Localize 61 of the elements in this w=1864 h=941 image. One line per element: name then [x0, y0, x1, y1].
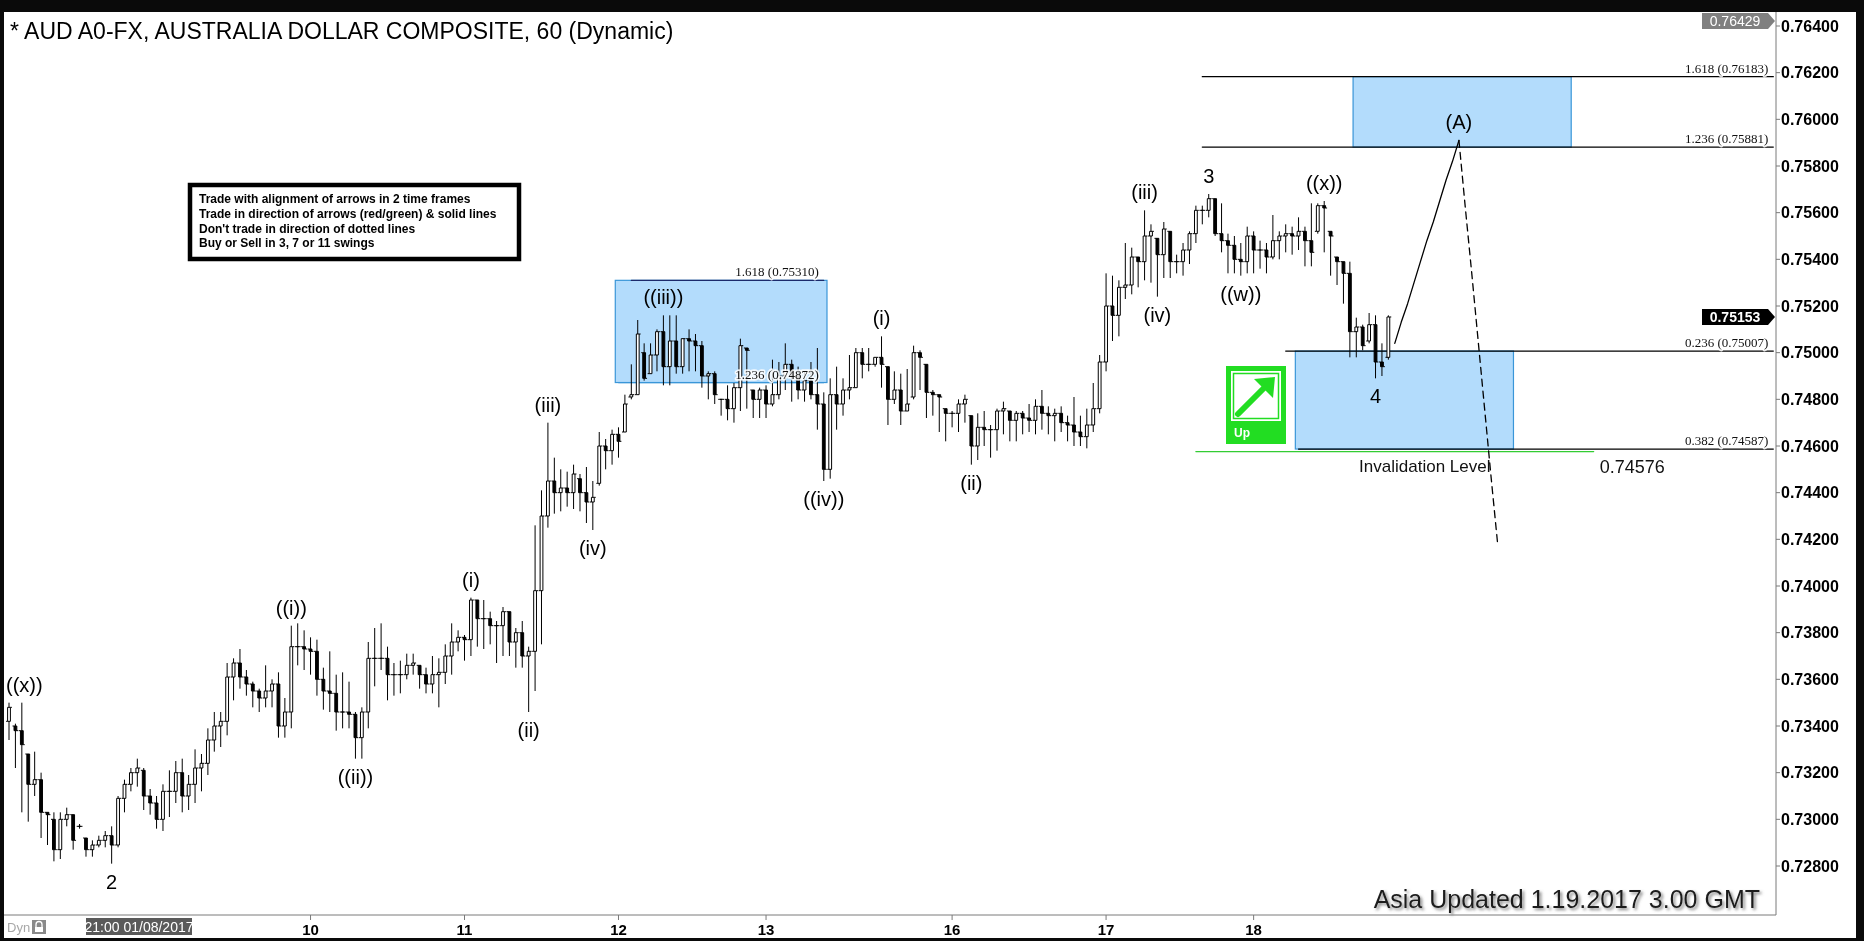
annotation: Asia Updated 1.19.2017 3.00 GMT	[1373, 885, 1760, 913]
annotation: ((x))	[1305, 172, 1343, 194]
data-label: 0.74576	[1599, 456, 1665, 477]
annotation: (ii)	[960, 471, 983, 494]
y-tick-label: 0.72800	[1781, 857, 1839, 875]
y-tick-label: 0.74400	[1781, 484, 1839, 502]
series-label: Invalidation Level	[1359, 456, 1491, 476]
x-tick-label: 13	[757, 920, 775, 938]
annotation: 0.75153	[1709, 308, 1761, 325]
annotation: 2	[106, 870, 118, 893]
y-tick-label: 0.74000	[1781, 577, 1839, 595]
y-tick-label: 0.76200	[1781, 64, 1839, 82]
annotation: (i)	[462, 568, 480, 591]
annotation: 3	[1203, 165, 1215, 187]
annotation: 0.76429	[1709, 13, 1761, 29]
x-tick-label: 12	[610, 920, 627, 938]
y-tick-label: 0.74600	[1781, 437, 1839, 455]
y-tick-label: 0.74800	[1781, 390, 1839, 408]
annotation: (iii)	[534, 393, 562, 416]
annotation: (iii)	[1131, 181, 1158, 204]
chart-title: * AUD A0-FX, AUSTRALIA DOLLAR COMPOSITE, 60 (Dynamic)	[10, 18, 674, 44]
annotation: Trade with alignment of arrows in 2 time frames Trade in direction of arrows (red/green) & solid lines Don't trade in direction of dotted lines Buy or Sell in 3, 7 or 11 swings	[199, 192, 497, 251]
y-tick-label: 0.75800	[1781, 157, 1839, 175]
annotation: (A)	[1445, 111, 1473, 134]
y-tick-label: 0.75400	[1781, 250, 1839, 268]
annotation: (ii)	[517, 719, 540, 741]
y-tick-label: 0.73000	[1781, 810, 1839, 828]
y-tick-label: 0.73400	[1781, 717, 1839, 735]
y-tick-label: 0.73200	[1781, 764, 1839, 782]
annotation: (i)	[872, 307, 891, 330]
x-tick-label: 17	[1097, 920, 1115, 938]
annotation: Up	[1234, 426, 1250, 440]
series-label: 1.618 (0.75310)	[735, 264, 819, 280]
x-tick-label: 10	[302, 920, 319, 938]
x-tick-label: 18	[1245, 920, 1262, 938]
x-tick-label: 16	[943, 920, 961, 938]
annotation: ((i))	[275, 596, 307, 619]
series-label: 0.236 (0.75007)	[1684, 335, 1769, 351]
annotation: ((w))	[1220, 282, 1262, 305]
candlestick	[1327, 230, 1335, 277]
annotation: (iv)	[1143, 303, 1172, 326]
y-tick-label: 0.76000	[1781, 110, 1839, 128]
y-tick-label: 0.73600	[1781, 670, 1839, 688]
series-label: 1.618 (0.76183)	[1684, 60, 1769, 76]
annotation: ((x))	[6, 673, 43, 696]
y-tick-label: 0.74200	[1781, 530, 1839, 548]
x-tick-label: 11	[456, 920, 473, 938]
y-tick-label: 0.73800	[1781, 624, 1839, 642]
y-tick-label: 0.75000	[1781, 344, 1839, 362]
candlestick	[621, 394, 629, 433]
annotation: 4	[1369, 385, 1382, 408]
annotation: ((iii))	[643, 286, 684, 309]
text: Dyn	[7, 919, 31, 935]
series-label: 1.236 (0.75881)	[1684, 131, 1769, 147]
annotation: ((iv))	[803, 488, 845, 510]
y-tick-label: 0.75600	[1781, 204, 1839, 222]
annotation: (iv)	[578, 537, 607, 559]
series-label: 0.382 (0.74587)	[1684, 433, 1769, 449]
y-tick-label: 0.76400	[1781, 17, 1839, 35]
y-tick-label: 0.75200	[1781, 297, 1839, 315]
annotation: ((ii))	[337, 765, 374, 788]
